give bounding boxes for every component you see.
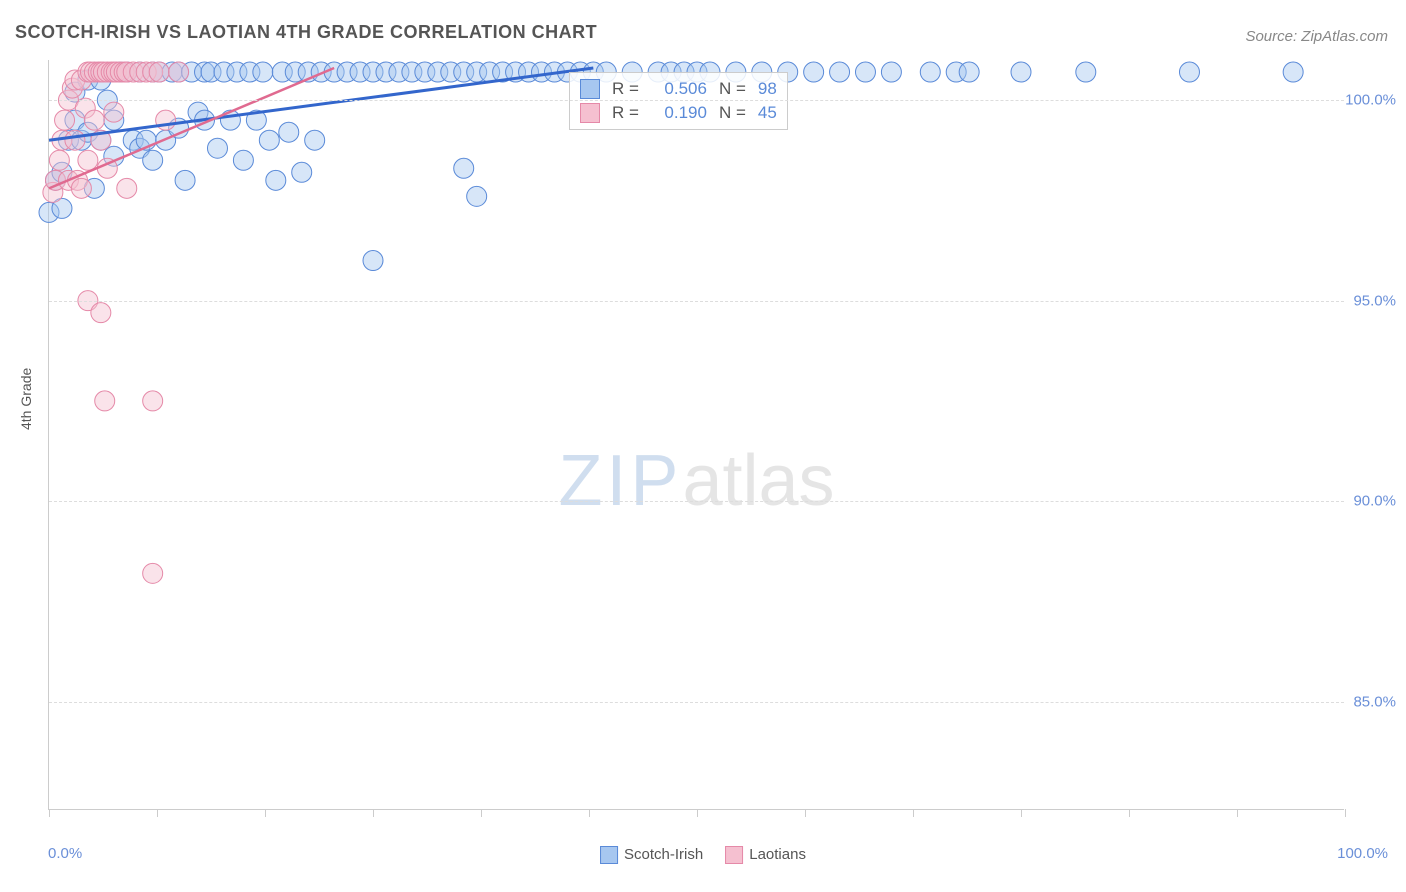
data-point <box>292 162 312 182</box>
stats-n-value: 98 <box>758 79 777 99</box>
stats-swatch <box>580 79 600 99</box>
x-tick <box>157 809 158 817</box>
data-point <box>84 110 104 130</box>
legend-label: Scotch-Irish <box>624 846 703 863</box>
x-tick <box>1345 809 1346 817</box>
plot-area: ZIPatlas R =0.506N =98R =0.190N =45 <box>48 60 1344 810</box>
x-tick <box>265 809 266 817</box>
data-point <box>830 62 850 82</box>
gridline <box>49 702 1344 703</box>
data-point <box>143 563 163 583</box>
legend-swatch <box>725 846 743 864</box>
x-tick <box>1237 809 1238 817</box>
x-tick <box>697 809 698 817</box>
y-axis-label: 4th Grade <box>18 368 34 430</box>
x-tick <box>1129 809 1130 817</box>
stats-row: R = 0.190 N = 45 <box>580 101 777 125</box>
x-tick <box>913 809 914 817</box>
gridline <box>49 100 1344 101</box>
stats-r-value: 0.190 <box>651 103 707 123</box>
data-point <box>91 303 111 323</box>
x-axis-min-label: 0.0% <box>48 845 82 862</box>
data-point <box>305 130 325 150</box>
data-point <box>1076 62 1096 82</box>
data-point <box>78 150 98 170</box>
data-point <box>169 62 189 82</box>
gridline <box>49 301 1344 302</box>
y-tick-label: 95.0% <box>1353 292 1396 309</box>
data-point <box>920 62 940 82</box>
data-point <box>143 391 163 411</box>
stats-r-label: R = <box>612 79 639 99</box>
data-point <box>233 150 253 170</box>
data-point <box>454 158 474 178</box>
data-point <box>1011 62 1031 82</box>
legend-item: Laotians <box>725 846 806 864</box>
data-point <box>220 110 240 130</box>
data-point <box>253 62 273 82</box>
stats-n-label: N = <box>719 103 746 123</box>
data-point <box>1283 62 1303 82</box>
chart-svg <box>49 60 1344 809</box>
stats-r-label: R = <box>612 103 639 123</box>
x-tick <box>481 809 482 817</box>
x-axis-max-label: 100.0% <box>1337 845 1388 862</box>
legend-label: Laotians <box>749 846 806 863</box>
stats-n-value: 45 <box>758 103 777 123</box>
data-point <box>207 138 227 158</box>
data-point <box>65 130 85 150</box>
stats-swatch <box>580 103 600 123</box>
data-point <box>175 170 195 190</box>
data-point <box>95 391 115 411</box>
data-point <box>881 62 901 82</box>
data-point <box>49 150 69 170</box>
x-tick <box>49 809 50 817</box>
data-point <box>467 186 487 206</box>
stats-row: R = 0.506 N = 98 <box>580 77 777 101</box>
x-tick <box>589 809 590 817</box>
data-point <box>1179 62 1199 82</box>
data-point <box>104 102 124 122</box>
legend-item: Scotch-Irish <box>600 846 703 864</box>
data-point <box>855 62 875 82</box>
x-tick <box>805 809 806 817</box>
stats-r-value: 0.506 <box>651 79 707 99</box>
data-point <box>804 62 824 82</box>
data-point <box>117 178 137 198</box>
gridline <box>49 501 1344 502</box>
y-tick-label: 100.0% <box>1345 92 1396 109</box>
data-point <box>55 110 75 130</box>
data-point <box>279 122 299 142</box>
data-point <box>149 62 169 82</box>
chart-title: SCOTCH-IRISH VS LAOTIAN 4TH GRADE CORREL… <box>15 22 597 43</box>
data-point <box>259 130 279 150</box>
legend-swatch <box>600 846 618 864</box>
data-point <box>266 170 286 190</box>
data-point <box>71 178 91 198</box>
y-tick-label: 90.0% <box>1353 493 1396 510</box>
data-point <box>363 251 383 271</box>
y-tick-label: 85.0% <box>1353 693 1396 710</box>
x-tick <box>1021 809 1022 817</box>
data-point <box>143 150 163 170</box>
data-point <box>959 62 979 82</box>
source-label: Source: ZipAtlas.com <box>1245 28 1388 45</box>
x-tick <box>373 809 374 817</box>
stats-n-label: N = <box>719 79 746 99</box>
legend: Scotch-Irish Laotians <box>600 846 806 864</box>
